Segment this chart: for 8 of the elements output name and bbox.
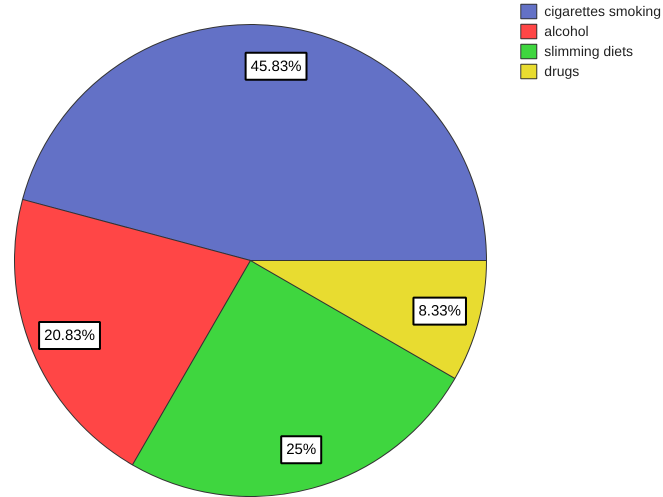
legend-label: cigarettes smoking xyxy=(544,2,661,20)
data-label: 20.83% xyxy=(44,326,95,344)
data-label: 25% xyxy=(286,441,316,458)
legend-label: alcohol xyxy=(544,22,589,40)
data-label: 8.33% xyxy=(418,302,461,320)
legend-label: slimming diets xyxy=(544,42,633,60)
legend-label: drugs xyxy=(544,62,580,80)
data-label: 45.83% xyxy=(250,58,302,75)
